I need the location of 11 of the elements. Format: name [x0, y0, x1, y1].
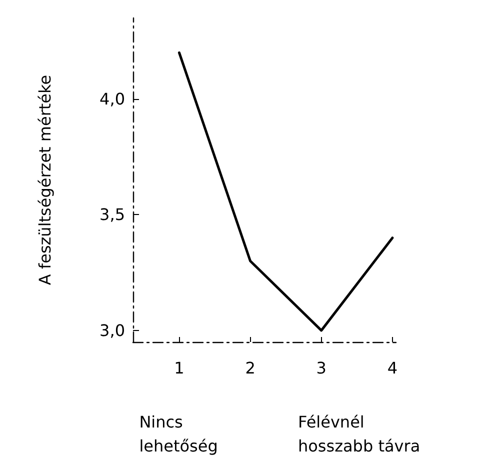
y-tick-label: 4,0	[100, 90, 125, 108]
line-series	[178, 51, 394, 332]
x-tick-label: 1	[174, 358, 184, 378]
y-tick-label: 3,0	[100, 320, 125, 340]
y-axis-title: A feszültségérzet mértéke	[36, 74, 54, 286]
x-tick-label: 4	[387, 358, 398, 378]
y-tick-label: 3,5	[100, 205, 125, 224]
x-tick-label: 2	[245, 358, 256, 378]
text: Nincs lehetőség	[139, 412, 218, 456]
text: Félévnél hosszabb távra	[298, 412, 420, 456]
x-tick-label: 3	[316, 358, 326, 378]
